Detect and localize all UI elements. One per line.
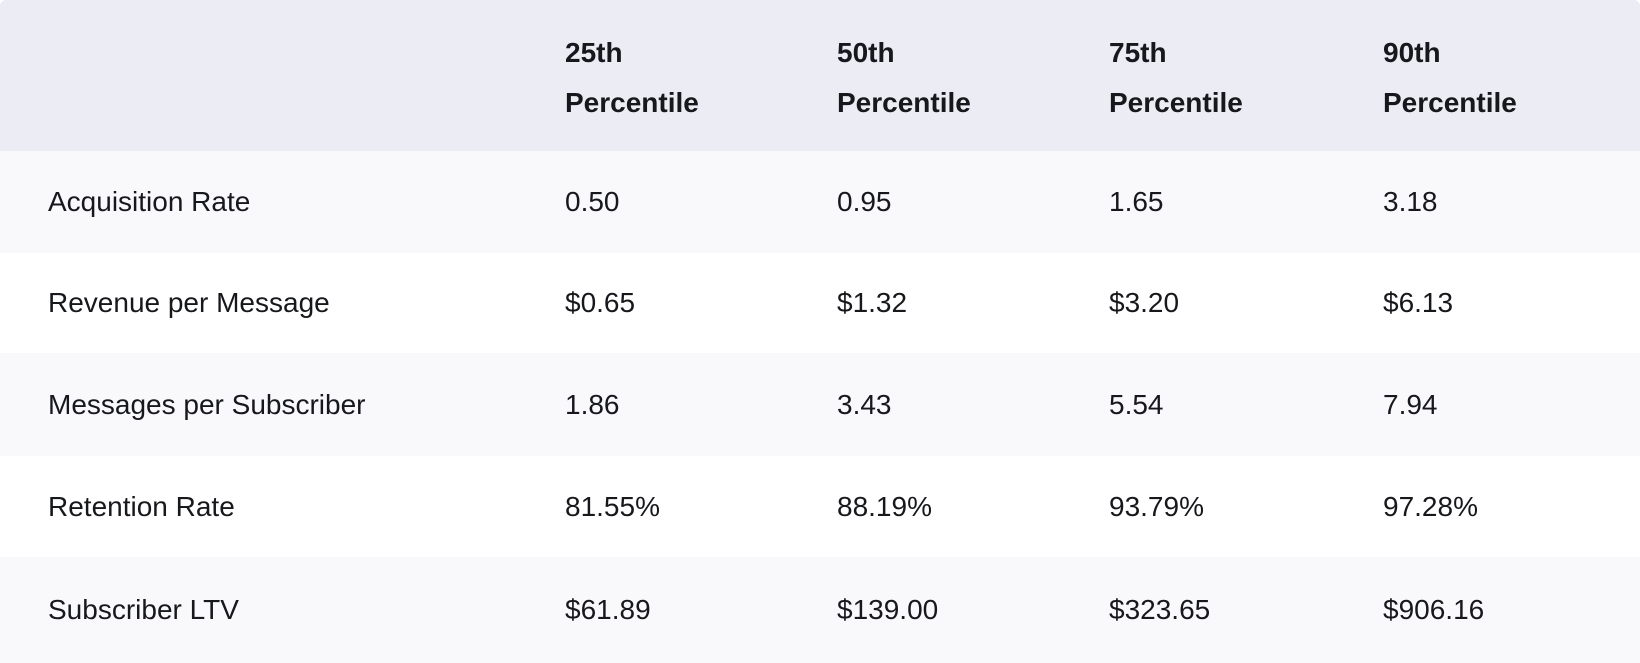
- cell-value: 3.43: [837, 388, 892, 420]
- column-header-label: 75th Percentile: [1109, 37, 1243, 118]
- row-label: Subscriber LTV: [48, 594, 239, 625]
- row-label: Messages per Subscriber: [48, 388, 366, 420]
- table-header-row: 25th Percentile 50th Percentile 75th Per…: [0, 0, 1640, 151]
- table-row-acquisition-rate: Acquisition Rate 0.50 0.95 1.65 3.18: [0, 151, 1640, 253]
- cell-value: 1.86: [565, 388, 620, 420]
- cell-value: 88.19%: [837, 490, 932, 522]
- row-label: Revenue per Message: [48, 287, 330, 318]
- cell-value: $1.32: [837, 287, 908, 318]
- cell-value: 3.18: [1383, 186, 1438, 217]
- cell-value: $61.89: [565, 594, 651, 625]
- column-header-label: 90th Percentile: [1383, 37, 1517, 118]
- cell-value: 93.79%: [1109, 490, 1204, 522]
- cell-value: $3.20: [1109, 287, 1180, 318]
- cell-value: 0.50: [565, 186, 620, 217]
- cell-value: 97.28%: [1383, 490, 1478, 522]
- cell-value: 0.95: [837, 186, 892, 217]
- cell-value: $6.13: [1383, 287, 1454, 318]
- column-header-label: 25th Percentile: [565, 37, 699, 118]
- cell-value: $906.16: [1383, 594, 1485, 625]
- cell-value: 5.54: [1109, 388, 1164, 420]
- cell-value: $139.00: [837, 594, 939, 625]
- cell-value: 81.55%: [565, 490, 660, 522]
- cell-value: 1.65: [1109, 186, 1164, 217]
- cell-value: $0.65: [565, 287, 636, 318]
- row-label: Retention Rate: [48, 490, 235, 522]
- cell-value: $323.65: [1109, 594, 1211, 625]
- header-cell-75th-percentile: 75th Percentile: [1109, 0, 1383, 151]
- cell-value: 7.94: [1383, 388, 1438, 420]
- row-label: Acquisition Rate: [48, 186, 251, 217]
- table-row-revenue-per-message: Revenue per Message $0.65 $1.32 $3.20 $6…: [0, 253, 1640, 353]
- column-header-label: 50th Percentile: [837, 37, 971, 118]
- header-cell-90th-percentile: 90th Percentile: [1383, 0, 1640, 151]
- table-row-messages-per-subscriber: Messages per Subscriber 1.86 3.43 5.54 7…: [0, 353, 1640, 456]
- table-row-retention-rate: Retention Rate 81.55% 88.19% 93.79% 97.2…: [0, 456, 1640, 557]
- header-cell-25th-percentile: 25th Percentile: [565, 0, 837, 151]
- header-cell-empty: [0, 0, 565, 151]
- header-cell-50th-percentile: 50th Percentile: [837, 0, 1109, 151]
- table-row-subscriber-ltv: Subscriber LTV $61.89 $139.00 $323.65 $9…: [0, 557, 1640, 663]
